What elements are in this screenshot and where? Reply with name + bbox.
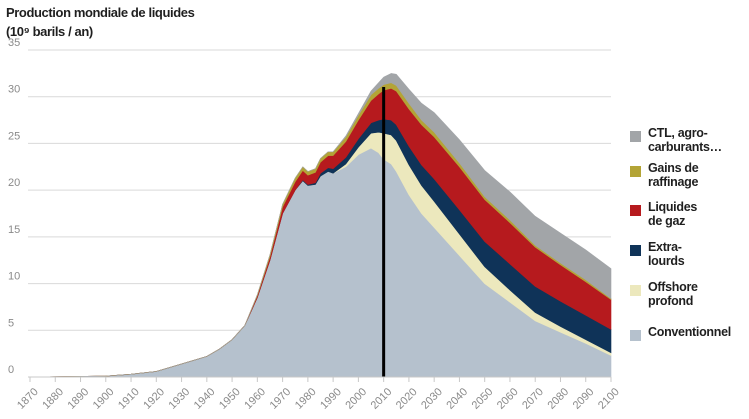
legend-label: Gains de raffinage	[648, 161, 699, 189]
legend-label: CTL, agro- carburants…	[648, 126, 722, 154]
legend-label: Offshore profond	[648, 280, 698, 308]
area-ctl-agro-carburants	[29, 73, 612, 378]
legend-swatch	[630, 166, 641, 177]
y-tick-label: 25	[8, 130, 20, 142]
x-tick-label: 2010	[369, 386, 395, 412]
legend-item-ctl: CTL, agro- carburants…	[630, 126, 749, 161]
x-tick-label: 1900	[91, 386, 117, 412]
x-tick-label: 2070	[520, 386, 546, 412]
x-tick-label: 1880	[40, 386, 66, 412]
x-tick-label: 1950	[217, 386, 243, 412]
x-tick-label: 1960	[242, 386, 268, 412]
y-tick-label: 35	[8, 37, 20, 49]
x-tick-label: 2030	[419, 386, 445, 412]
legend-swatch	[630, 285, 641, 296]
x-axis: 1870 1880 1890 1900 1910 1920 1930 1940 1950 1960…	[15, 376, 622, 412]
legend-item-conventionnel: Conventionnel	[630, 325, 749, 345]
x-tick-label: 1990	[318, 386, 344, 412]
chart-unit-label: (10⁹ barils / an)	[6, 24, 93, 39]
x-tick-label: 1980	[293, 386, 319, 412]
legend-item-lgn: Liquides de gaz	[630, 200, 749, 240]
x-tick-label: 1870	[15, 386, 41, 412]
legend-label: Liquides de gaz	[648, 200, 697, 228]
legend-swatch	[630, 245, 641, 256]
x-tick-label: 2060	[495, 386, 521, 412]
legend-label: Extra- lourds	[648, 240, 685, 268]
x-tick-label: 2100	[596, 386, 622, 412]
y-tick-label: 20	[8, 177, 20, 189]
x-tick-label: 2050	[470, 386, 496, 412]
x-tick-label: 1910	[116, 386, 142, 412]
y-tick-label: 5	[8, 317, 14, 329]
x-tick-label: 2080	[545, 386, 571, 412]
legend-label: Conventionnel	[648, 325, 731, 339]
x-tick-label: 2090	[571, 386, 597, 412]
legend-item-extra-lourds: Extra- lourds	[630, 240, 749, 280]
chart-title: Production mondiale de liquides	[6, 5, 195, 20]
x-tick-label: 1920	[141, 386, 167, 412]
y-tick-label: 10	[8, 271, 20, 283]
x-tick-label: 2040	[444, 386, 470, 412]
y-tick-label: 0	[8, 364, 14, 376]
x-tick-label: 1940	[192, 386, 218, 412]
x-tick-label: 1930	[167, 386, 193, 412]
x-tick-label: 2020	[394, 386, 420, 412]
area-series	[29, 73, 612, 378]
x-tick-label: 1970	[268, 386, 294, 412]
y-tick-label: 15	[8, 224, 20, 236]
legend-swatch	[630, 330, 641, 341]
legend-item-gains: Gains de raffinage	[630, 161, 749, 200]
y-tick-label: 30	[8, 84, 20, 96]
legend-item-offshore: Offshore profond	[630, 280, 749, 325]
legend-swatch	[630, 205, 641, 216]
x-tick-label: 2000	[343, 386, 369, 412]
legend: CTL, agro- carburants… Gains de raffinag…	[630, 126, 749, 345]
legend-swatch	[630, 131, 641, 142]
x-tick-label: 1890	[66, 386, 92, 412]
y-axis: 0 5 10 15 20 25 30 35	[8, 37, 20, 376]
